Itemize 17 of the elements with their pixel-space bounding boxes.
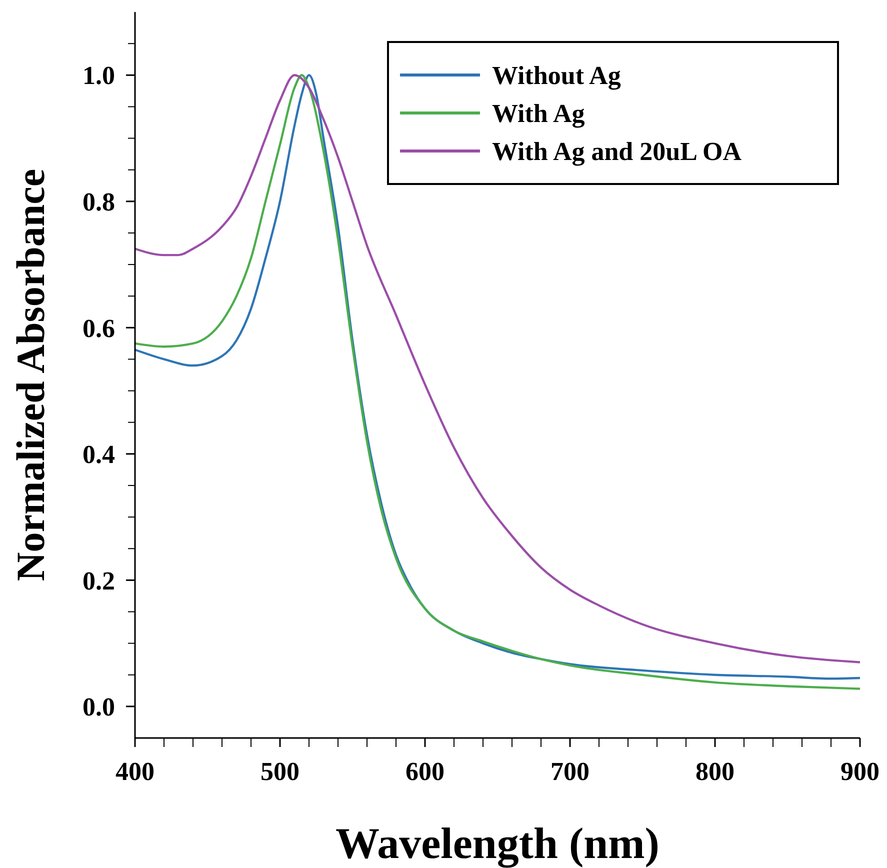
y-tick-label: 0.2 xyxy=(82,566,115,596)
x-tick-label: 400 xyxy=(116,757,154,786)
y-tick-label: 0.6 xyxy=(82,314,115,343)
x-tick-label: 600 xyxy=(406,757,444,786)
x-tick-label: 800 xyxy=(696,757,734,786)
x-axis-title: Wavelength (nm) xyxy=(336,819,660,868)
y-tick-label: 0.4 xyxy=(82,440,115,470)
y-tick-label: 0.8 xyxy=(82,187,115,216)
x-tick-label: 700 xyxy=(550,757,590,786)
legend-label: Without Ag xyxy=(492,61,621,90)
y-axis-title: Normalized Absorbance xyxy=(8,168,53,582)
y-tick-label: 0.0 xyxy=(82,692,115,722)
legend-label: With Ag and 20uL OA xyxy=(492,137,742,166)
legend-label: With Ag xyxy=(492,99,585,128)
x-tick-label: 900 xyxy=(840,757,880,786)
x-tick-label: 500 xyxy=(260,757,300,786)
y-tick-label: 1.0 xyxy=(82,61,115,90)
